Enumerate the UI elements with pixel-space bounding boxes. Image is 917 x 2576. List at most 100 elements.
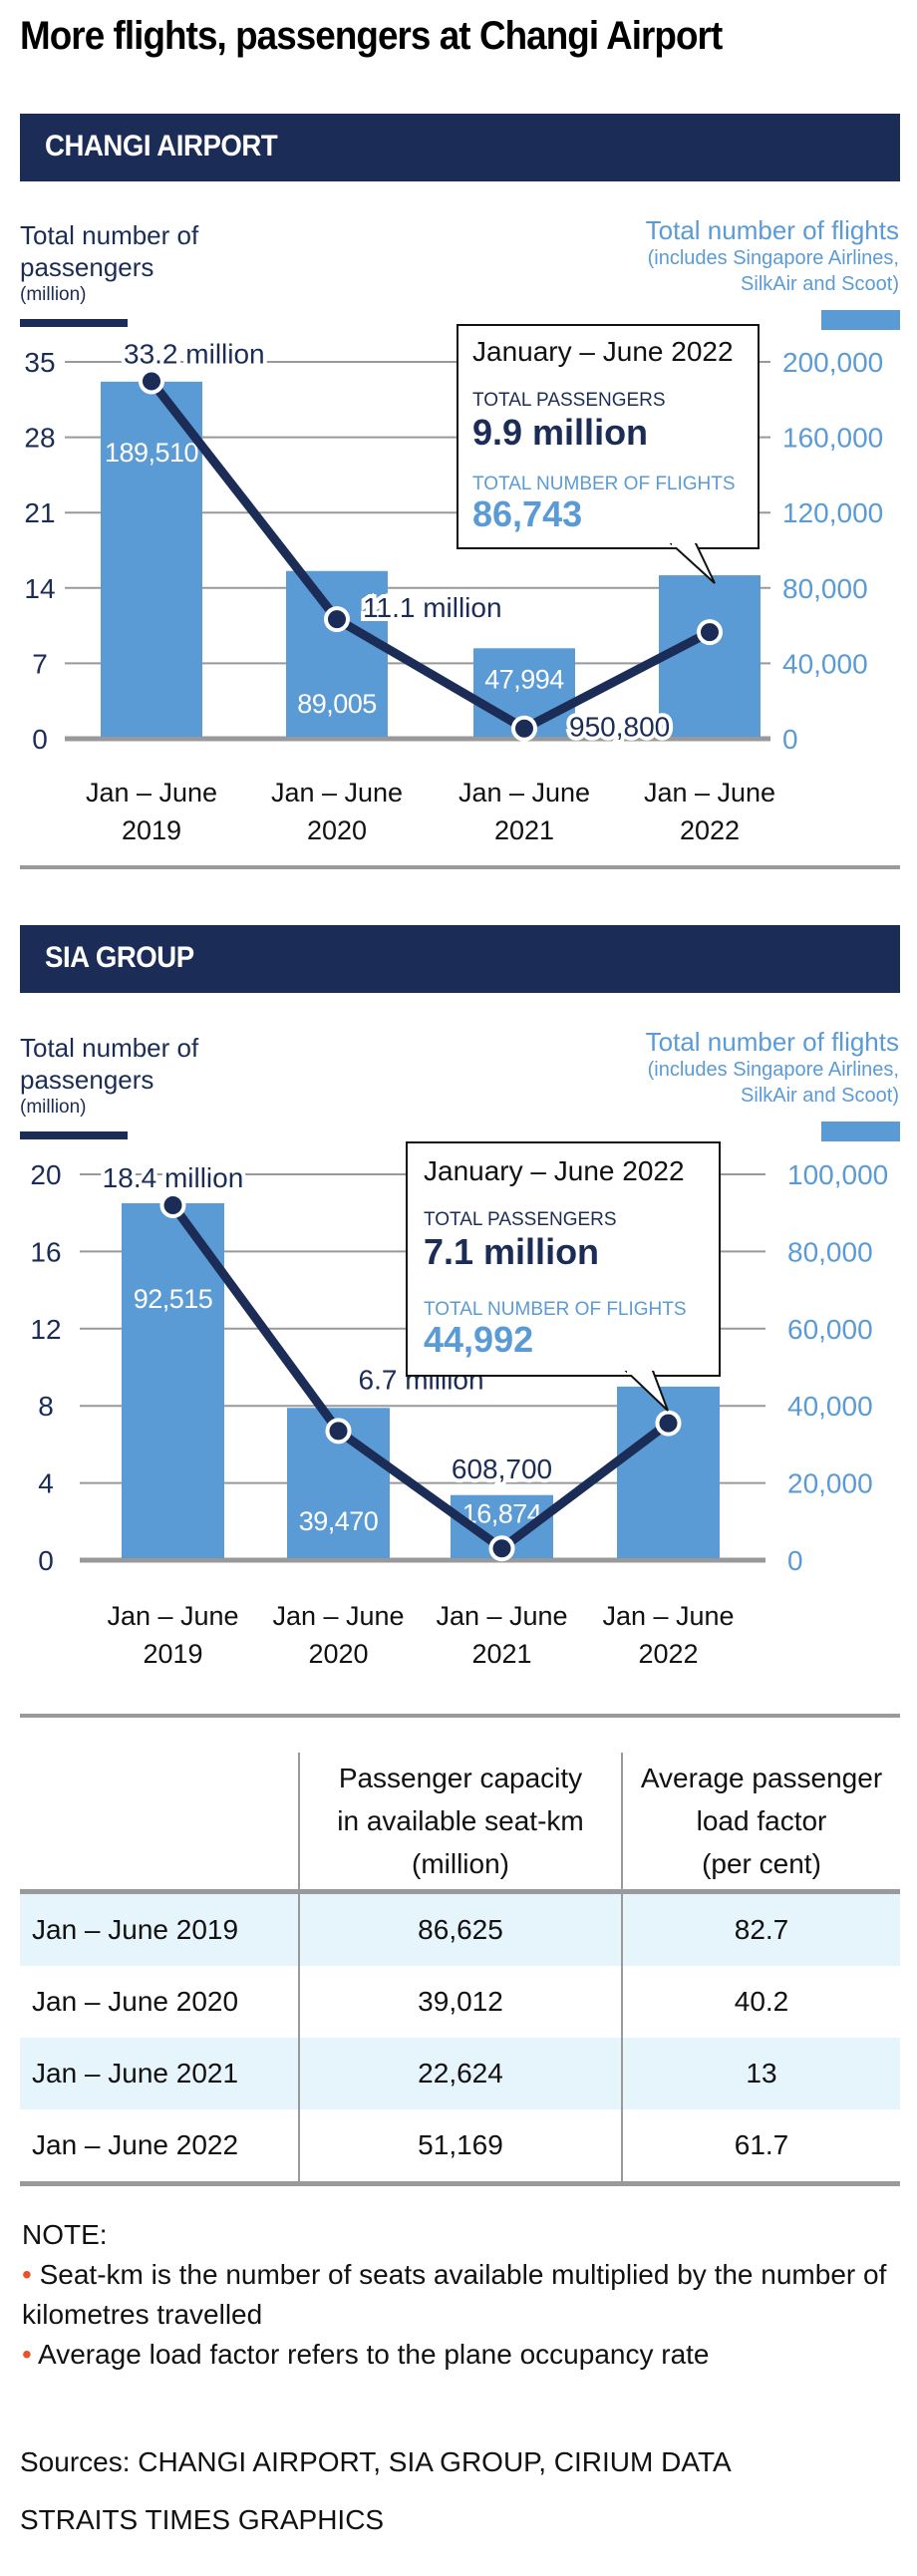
callout-flights-label: TOTAL NUMBER OF FLIGHTS — [472, 474, 736, 494]
note-heading: NOTE: — [22, 2219, 108, 2250]
line-value-label: 950,800 — [569, 712, 670, 743]
table-cell-capacity: 22,624 — [298, 2038, 622, 2109]
section-title: SIA GROUP — [45, 941, 194, 974]
right-tick-label: 80,000 — [782, 573, 868, 604]
right-tick-label: 100,000 — [787, 1159, 888, 1190]
section-header-changi: CHANGI AIRPORT — [20, 114, 900, 181]
line-value-label: 608,700 — [452, 1453, 552, 1484]
section-divider — [20, 865, 900, 869]
callout-pointer — [669, 543, 716, 584]
category-label: Jan – June — [86, 778, 217, 807]
line-value-label-halo: 950,800 — [569, 712, 670, 743]
table-cell-capacity: 86,625 — [298, 1891, 622, 1966]
legend-line-swatch — [20, 319, 128, 327]
left-tick-label: 16 — [30, 1236, 61, 1267]
table-cell-period: Jan – June 2019 — [20, 1891, 299, 1966]
left-tick-label: 21 — [24, 497, 55, 528]
changi-chart: 0 0 7 40,000 14 80,000 21 120,000 28 160,000 35 200… — [24, 334, 883, 845]
passenger-point — [655, 1410, 682, 1437]
capacity-table: Passenger capacity in available seat-km … — [20, 1753, 900, 2186]
passenger-point — [511, 715, 537, 742]
legend-bar-swatch — [821, 310, 900, 330]
left-axis-title: Total number of passengers (million) — [20, 1033, 199, 1118]
left-tick-label: 0 — [32, 724, 48, 755]
passenger-point — [325, 1418, 352, 1445]
line-value-label: 33.2 million — [124, 338, 265, 369]
category-label: 2019 — [122, 815, 181, 845]
category-label: 2022 — [680, 815, 740, 845]
passenger-point — [488, 1535, 515, 1562]
left-tick-label: 0 — [38, 1545, 54, 1576]
category-label: Jan – June — [271, 778, 403, 807]
left-tick-label: 7 — [32, 648, 48, 679]
table-header-row: Passenger capacity in available seat-km … — [20, 1753, 900, 1892]
bar — [659, 575, 761, 737]
category-label: Jan – June — [107, 1601, 238, 1631]
category-label: Jan – June — [272, 1601, 404, 1631]
callout-sia: January – June 2022 TOTAL PASSENGERS 7.1… — [406, 1141, 721, 1377]
line-value-label: 18.4 million — [103, 1162, 244, 1193]
table-row: Jan – June 2021 22,624 13 — [20, 2038, 900, 2109]
legend-bar-swatch — [821, 1122, 900, 1141]
category-label: Jan – June — [436, 1601, 567, 1631]
passenger-point — [697, 619, 723, 646]
right-tick-label: 20,000 — [787, 1468, 873, 1499]
line-value-label-halo: 18.4 million — [103, 1162, 244, 1193]
category-label: Jan – June — [602, 1601, 734, 1631]
callout-passengers-value: 9.9 million — [472, 412, 649, 453]
table-row: Jan – June 2022 51,169 61.7 — [20, 2109, 900, 2184]
right-tick-label: 200,000 — [782, 347, 883, 378]
passenger-point — [324, 606, 350, 633]
left-axis-title: Total number of passengers (million) — [20, 220, 199, 305]
passenger-line — [168, 1202, 672, 1553]
callout-period: January – June 2022 — [424, 1155, 685, 1186]
bar-value-label: 189,510 — [105, 438, 198, 468]
passenger-line — [148, 378, 713, 734]
bar — [286, 570, 388, 737]
left-tick-label: 12 — [30, 1314, 61, 1345]
left-tick-label: 28 — [24, 423, 55, 454]
legend-line-swatch — [20, 1131, 128, 1139]
category-label: Jan – June — [644, 778, 775, 807]
right-tick-label: 0 — [787, 1545, 803, 1576]
left-tick-label: 20 — [30, 1159, 61, 1190]
right-tick-label: 40,000 — [782, 648, 868, 679]
left-tick-label: 14 — [24, 573, 55, 604]
table-cell-capacity: 39,012 — [298, 1966, 622, 2038]
right-tick-label: 120,000 — [782, 497, 883, 528]
section-title: CHANGI AIRPORT — [45, 130, 278, 162]
table-cell-capacity: 51,169 — [298, 2109, 622, 2184]
table-cell-load-factor: 61.7 — [621, 2109, 900, 2184]
right-tick-label: 0 — [782, 724, 798, 755]
right-tick-label: 60,000 — [787, 1314, 873, 1345]
page-title: More flights, passengers at Changi Airpo… — [20, 14, 723, 58]
category-label: 2020 — [307, 815, 367, 845]
table-cell-load-factor: 13 — [621, 2038, 900, 2109]
category-label: 2021 — [471, 1639, 531, 1669]
section-divider — [20, 1714, 900, 1718]
right-tick-label: 160,000 — [782, 423, 883, 454]
line-value-label-halo: 11.1 million — [363, 592, 502, 623]
callout-passengers-label: TOTAL PASSENGERS — [424, 1209, 617, 1230]
line-value-label-halo: 33.2 million — [124, 338, 265, 369]
left-tick-label: 35 — [24, 347, 55, 378]
bar — [101, 381, 202, 737]
table-cell-period: Jan – June 2020 — [32, 1986, 239, 2017]
sources: Sources: CHANGI AIRPORT, SIA GROUP, CIRI… — [20, 2446, 732, 2477]
bullet-icon: • — [22, 2339, 32, 2370]
category-label: 2021 — [494, 815, 554, 845]
callout-flights-value: 44,992 — [424, 1319, 534, 1360]
table-header-load-factor: Average passenger load factor (per cent) — [621, 1753, 900, 1892]
note-bullet: • Seat-km is the number of seats availab… — [22, 2259, 887, 2330]
bar-value-label: 89,005 — [297, 689, 377, 719]
sia-chart: 0 0 4 20,000 8 40,000 12 60,000 16 80,000 20 100,00… — [30, 1158, 888, 1669]
category-label: 2020 — [308, 1639, 368, 1669]
bar-value-label: 39,470 — [299, 1506, 379, 1536]
note-bullet: • Average load factor refers to the plan… — [22, 2339, 710, 2370]
callout-flights-value: 86,743 — [472, 493, 583, 534]
note-block: NOTE: • Seat-km is the number of seats a… — [22, 2215, 899, 2375]
callout-flights-label: TOTAL NUMBER OF FLIGHTS — [424, 1299, 687, 1320]
section-header-sia: SIA GROUP — [20, 925, 900, 993]
bullet-icon: • — [22, 2259, 32, 2290]
bar — [122, 1202, 224, 1558]
